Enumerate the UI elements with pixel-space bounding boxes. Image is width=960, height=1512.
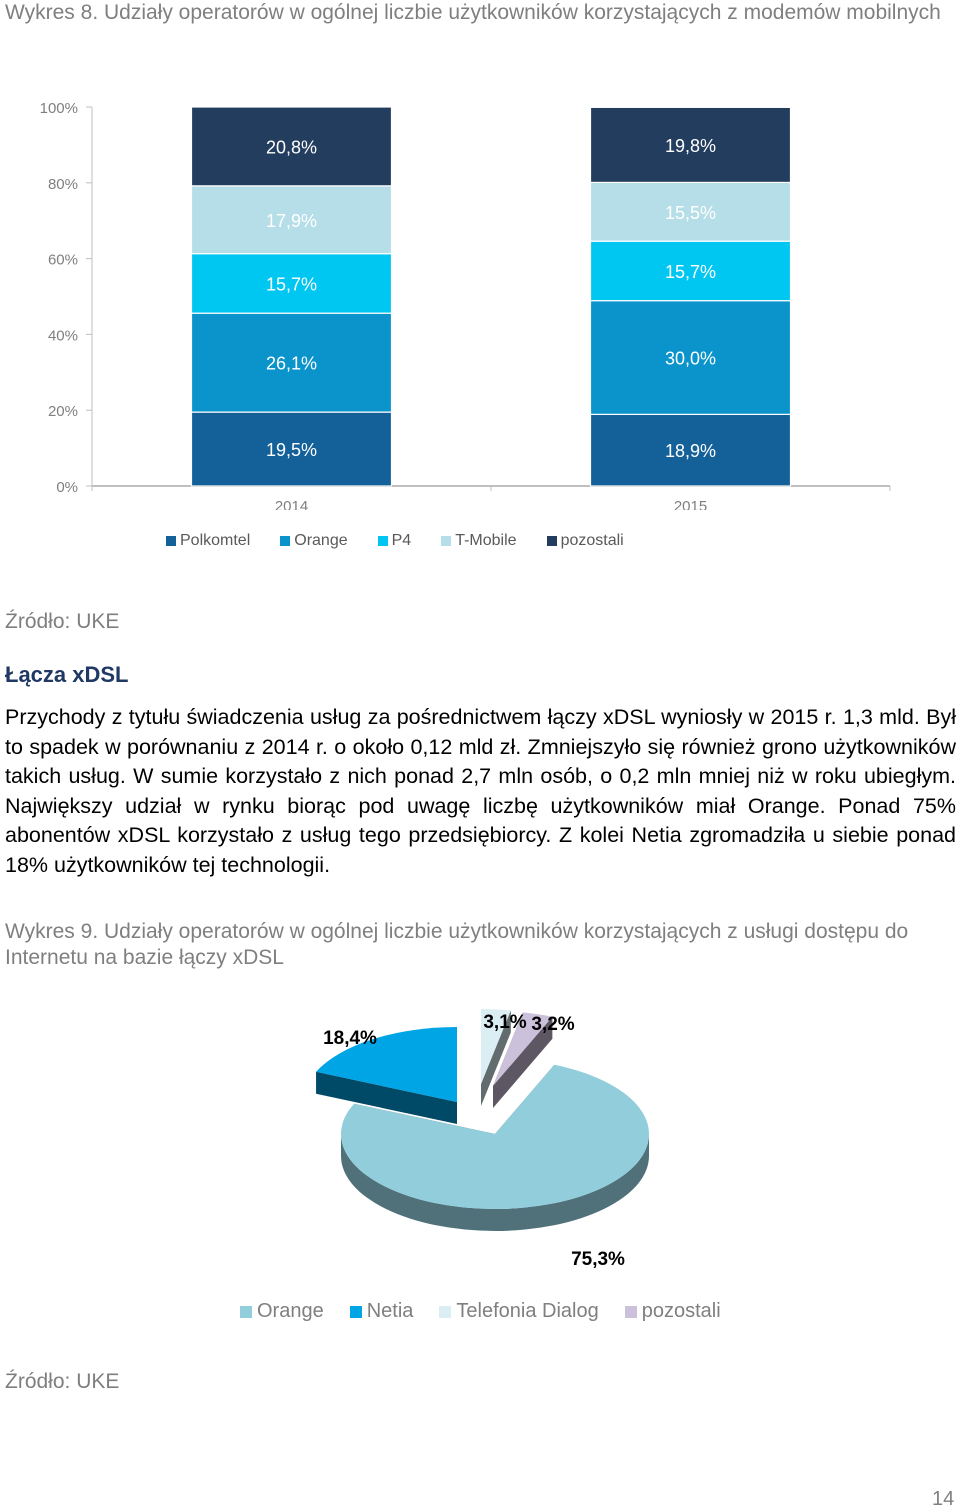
y-tick-label: 60% [48,252,78,269]
bar-value-label: 26,1% [266,354,317,374]
source-note-1: Źródło: UKE [5,610,120,633]
bar-value-label: 18,9% [665,441,716,461]
pie-value-label: 3,2% [531,1014,574,1035]
legend-item: Orange [240,1300,324,1323]
pie-chart: 75,3% 18,4% 3,1% 3,2% [316,1009,649,1270]
legend-swatch [441,536,452,546]
bar-segment [190,185,393,255]
legend-item: Polkomtel [166,532,250,550]
bar-value-label: 15,7% [665,262,716,282]
bar-segment [190,411,393,487]
x-category-label: 2015 [674,498,707,510]
source-note-2: Źródło: UKE [5,1370,120,1393]
chart2-caption: Wykres 9. Udziały operatorów w ogólnej l… [5,920,909,969]
pie-value-label: 75,3% [571,1249,625,1270]
bar-segment [589,240,792,302]
bar-value-label: 20,8% [266,137,317,157]
pie-chart-legend: Orange Netia Telefonia Dialog pozostali [240,1300,747,1323]
bar-segment [190,106,393,187]
legend-label: pozostali [641,1300,721,1322]
pie-value-label: 18,4% [323,1028,377,1049]
legend-item: P4 [377,532,412,550]
pie-slice-side [341,1134,649,1231]
legend-swatch [349,1305,362,1318]
legend-label: Netia [366,1300,414,1322]
legend-label: Orange [294,532,348,549]
legend-item: Orange [280,532,348,550]
legend-item: Telefonia Dialog [439,1300,599,1323]
pie-slice [493,1012,553,1086]
legend-swatch [624,1305,637,1318]
bar-value-label: 15,7% [266,274,317,294]
pie-value-label: 3,1% [483,1012,526,1033]
legend-label: Telefonia Dialog [456,1300,599,1322]
bar-chart-legend: Polkomtel Orange P4 T-Mobile pozostali [166,532,654,550]
pie-slice-edge [481,1010,511,1106]
legend-swatch [166,536,176,546]
legend-label: T-Mobile [455,532,517,549]
legend-label: Orange [257,1300,324,1322]
x-category-label: 2014 [275,498,308,510]
legend-item: Netia [349,1300,414,1323]
pie-slice-edge [493,1016,553,1108]
legend-swatch [280,536,291,546]
legend-item: T-Mobile [441,532,517,550]
legend-swatch [377,536,388,546]
bar-segment [589,106,792,184]
page-number: 14 [932,1488,955,1510]
pie-slice-edge [316,1071,457,1124]
bar-segment [589,181,792,242]
legend-item: pozostali [546,532,624,550]
bar-value-label: 19,8% [665,136,716,156]
stacked-bar-chart: 0% 20% 40% 60% 80% 100% 19,5% 26,1% 15,7% 17,9% 20… [40,100,891,510]
y-tick-label: 0% [56,479,78,496]
y-tick-label: 80% [48,176,78,193]
legend-label: pozostali [560,532,624,549]
y-tick-label: 40% [48,327,78,344]
legend-label: P4 [391,532,412,549]
bar-value-label: 19,5% [266,440,317,460]
bar-value-label: 30,0% [665,349,716,369]
pie-slice [481,1009,511,1084]
pie-slice [340,1064,649,1209]
section-heading: Łącza xDSL [5,662,129,687]
bar-segment [190,312,393,413]
y-tick-label: 100% [40,100,78,117]
bar-value-label: 17,9% [266,211,317,231]
legend-label: Polkomtel [180,532,251,549]
pie-slice [316,1027,457,1102]
bar-value-label: 15,5% [665,203,716,223]
legend-swatch [240,1305,252,1318]
body-paragraph: Przychody z tytułu świadczenia usług za … [5,705,956,877]
y-tick-label: 20% [48,403,78,420]
legend-swatch [439,1305,452,1318]
bar-segment [589,300,792,415]
legend-item: pozostali [624,1300,721,1323]
chart1-caption: Wykres 8. Udziały operatorów w ogólnej l… [5,1,941,24]
bar-segment [190,253,393,314]
legend-swatch [546,536,557,546]
